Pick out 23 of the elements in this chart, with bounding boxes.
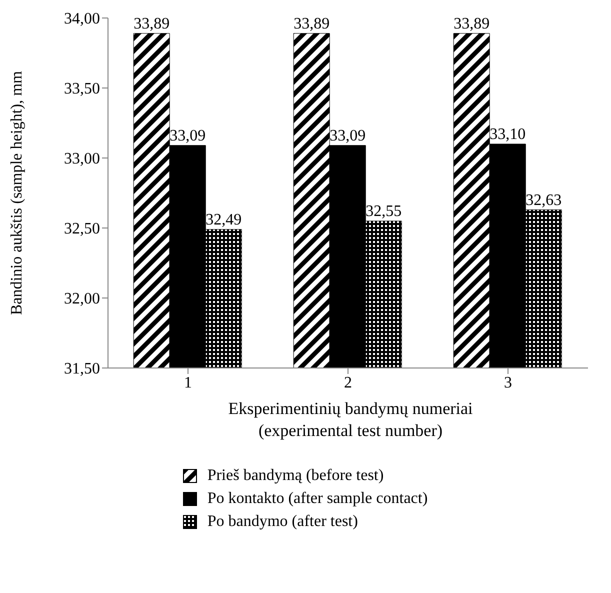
x-axis-title: Eksperimentinių bandymų numeriai (experimental test number): [227, 398, 474, 442]
data-label: 32,63: [526, 192, 562, 209]
data-label: 33,89: [134, 15, 170, 32]
y-axis-title: Bandinio aukštis (sample height), mm: [8, 70, 26, 315]
y-tick-label: 33,00: [64, 150, 100, 168]
x-tick-label: 1: [184, 374, 192, 392]
legend-label: Po bandymo (after test): [207, 512, 358, 530]
data-label: 32,55: [366, 203, 402, 220]
data-label: 33,89: [454, 15, 490, 32]
legend-label: Prieš bandymą (before test): [207, 466, 384, 484]
y-tick-label: 32,00: [64, 290, 100, 308]
data-label: 33,09: [170, 127, 206, 144]
data-label: 33,10: [490, 126, 526, 143]
data-label: 33,89: [294, 15, 330, 32]
y-tick-label: 34,00: [64, 10, 100, 28]
data-label: 33,09: [330, 127, 366, 144]
y-tick-label: 33,50: [64, 80, 100, 98]
x-tick-label: 2: [344, 374, 352, 392]
legend-label: Po kontakto (after sample contact): [207, 490, 428, 508]
x-tick-label: 3: [504, 374, 512, 392]
y-tick-label: 32,50: [64, 220, 100, 238]
data-label: 32,49: [206, 211, 242, 228]
y-tick-label: 31,50: [64, 360, 100, 378]
